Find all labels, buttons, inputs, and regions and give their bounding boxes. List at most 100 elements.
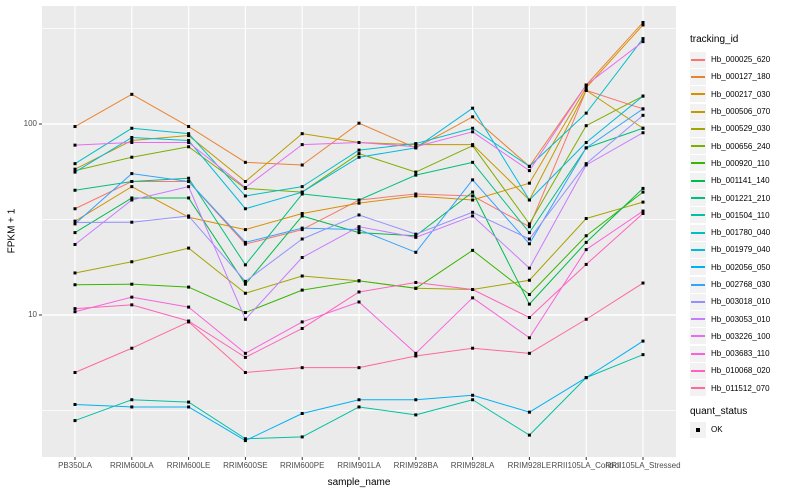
legend-item-label: Hb_000920_110 [711, 158, 770, 168]
legend-item-label: Hb_001504_110 [711, 210, 770, 220]
data-point [641, 113, 645, 117]
data-point [357, 231, 361, 235]
data-point [243, 355, 247, 359]
data-point [73, 370, 77, 374]
legend-key-line-swatch [690, 138, 706, 155]
data-point [527, 278, 531, 282]
legend-color-line [691, 110, 705, 113]
legend-key-line-swatch [690, 68, 706, 85]
data-point [187, 125, 191, 129]
x-tick-label: RRIM928BA [393, 461, 439, 470]
x-tick-label: RRII105LA_Control [551, 461, 621, 470]
data-point [243, 317, 247, 321]
data-point [130, 346, 134, 350]
data-point [130, 398, 134, 402]
data-point [414, 286, 418, 290]
legend-item: Hb_001780_040 [690, 224, 770, 241]
data-point [584, 376, 588, 380]
data-point [641, 131, 645, 135]
data-point [300, 237, 304, 241]
data-point [73, 271, 77, 275]
legend-key-line-swatch [690, 86, 706, 103]
x-tick-label: RRII105LA_Stressed [605, 461, 681, 470]
legend-color-line [691, 318, 705, 321]
data-point [130, 138, 134, 142]
data-point [73, 188, 77, 192]
legend-item-label: Hb_003018_010 [711, 297, 771, 307]
data-point [414, 280, 418, 284]
data-point [187, 132, 191, 136]
legend-item-label: OK [711, 425, 723, 435]
data-point [300, 326, 304, 330]
data-point [357, 290, 361, 294]
data-point [243, 311, 247, 315]
x-tick-label: RRIM600PE [279, 461, 325, 470]
data-point [130, 172, 134, 176]
data-point [414, 145, 418, 149]
data-point [130, 260, 134, 264]
data-point [243, 194, 247, 198]
data-point [357, 121, 361, 125]
data-point [243, 370, 247, 374]
data-point [187, 214, 191, 218]
data-point [187, 400, 191, 404]
legend-key-line-swatch [690, 241, 706, 258]
data-point [243, 186, 247, 190]
data-point [527, 433, 531, 437]
legend-color-line [691, 335, 705, 338]
legend-item-label: Hb_000656_240 [711, 141, 771, 151]
data-point [187, 145, 191, 149]
data-point [300, 435, 304, 439]
data-point [471, 190, 475, 194]
data-point [187, 179, 191, 183]
data-point [527, 351, 531, 355]
data-point [243, 439, 247, 443]
data-point [243, 437, 247, 441]
data-point [414, 351, 418, 355]
legend-key-line-swatch [690, 224, 706, 241]
legend-color-line [691, 300, 705, 303]
data-point [130, 196, 134, 200]
legend-item: Hb_003053_010 [690, 310, 770, 328]
data-point [641, 23, 645, 27]
data-point [527, 169, 531, 173]
data-point [471, 194, 475, 198]
y-tick-label: 10 [28, 310, 37, 319]
data-point [471, 144, 475, 148]
legend-color-line [691, 283, 705, 286]
data-point [243, 291, 247, 295]
data-point [243, 228, 247, 232]
data-point [584, 83, 588, 87]
data-point [130, 126, 134, 130]
legend-item-label: Hb_000506_070 [711, 107, 771, 117]
data-point [641, 20, 645, 24]
data-point [357, 405, 361, 409]
data-point [300, 190, 304, 194]
legend-item: Hb_003226_100 [690, 328, 770, 345]
data-point [471, 287, 475, 291]
legend-item: Hb_000127_180 [690, 68, 770, 85]
legend-item-label: Hb_011512_070 [711, 383, 770, 393]
data-point [527, 181, 531, 185]
data-point [300, 366, 304, 370]
data-point [584, 248, 588, 252]
data-point [584, 88, 588, 92]
data-points [73, 20, 645, 443]
data-point [130, 295, 134, 299]
legend-color-line [691, 352, 705, 355]
legend-key-line-swatch [690, 207, 706, 224]
legend-item: Hb_000506_070 [690, 103, 770, 120]
y-axis-title: FPKM + 1 [6, 208, 18, 254]
data-point [243, 351, 247, 355]
data-point [73, 419, 77, 423]
data-point [471, 214, 475, 218]
legend-item-label: Hb_001141_140 [711, 176, 770, 186]
data-point [357, 201, 361, 205]
legend-key-line-swatch [690, 311, 706, 328]
data-point [584, 141, 588, 145]
data-point [130, 220, 134, 224]
data-point [73, 231, 77, 235]
data-point [641, 40, 645, 44]
data-point [527, 222, 531, 226]
